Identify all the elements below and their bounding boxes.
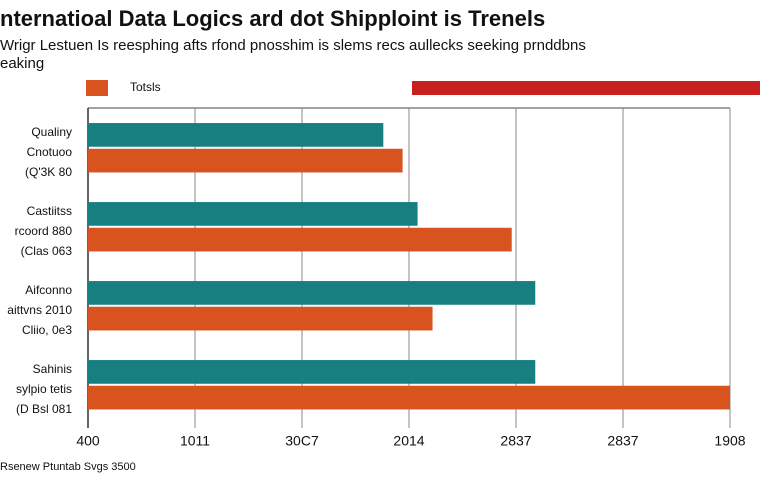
bar: [88, 281, 536, 305]
x-tick-label: 2837: [607, 433, 638, 449]
bar: [88, 360, 536, 384]
bar: [88, 306, 433, 331]
y-tick-label: Aifconno aittvns 2010 Cliio, 0e3: [7, 283, 72, 337]
x-tick-label: 2014: [393, 433, 424, 449]
x-tick-label: 1908: [714, 433, 745, 449]
y-tick-label: Castiitss rcoord 880 (Clas 063: [15, 204, 73, 258]
x-tick-label: 30C7: [285, 433, 319, 449]
x-tick-label: 400: [76, 433, 100, 449]
bar: [88, 123, 384, 147]
bar: [88, 385, 730, 410]
bar: [88, 202, 418, 226]
chart-title: nternatioal Data Logics ard dot Shipploi…: [0, 6, 545, 31]
legend-swatch: [86, 80, 108, 96]
chart-subtitle: eaking: [0, 55, 44, 72]
chart-subtitle: Wrigr Lestuen Is reesphing afts rfond pn…: [0, 37, 586, 54]
x-tick-label: 2837: [500, 433, 531, 449]
footnote: Rsenew Ptuntab Svgs 3500: [0, 461, 136, 473]
bar: [88, 148, 403, 173]
bar: [88, 227, 512, 252]
legend-label: Totsls: [130, 80, 161, 94]
x-tick-label: 1011: [180, 433, 210, 449]
y-tick-label: Sahinis sylpio tetis (D Bsl 081: [16, 362, 72, 416]
legend-bar: [412, 81, 760, 95]
y-tick-label: Qualiny Cnotuoo (Q'3K 80: [25, 125, 72, 179]
